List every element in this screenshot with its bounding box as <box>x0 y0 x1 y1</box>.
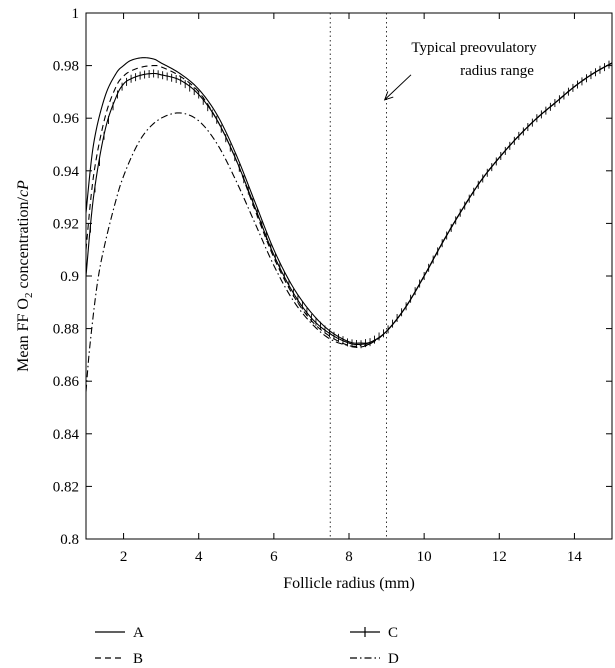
annotation-line-1: Typical preovulatory <box>411 40 537 56</box>
annotation-arrowhead <box>383 91 394 101</box>
y-tick-label: 0.84 <box>53 427 80 443</box>
x-tick-label: 4 <box>195 549 203 565</box>
y-tick-label: 0.9 <box>60 269 79 285</box>
y-tick-label: 0.88 <box>53 322 79 338</box>
legend-item-d: D <box>350 651 399 667</box>
series-c-line <box>86 62 612 346</box>
series-b-line <box>86 62 612 348</box>
reference-lines <box>329 13 387 539</box>
y-tick-label: 1 <box>72 6 80 22</box>
series-layer <box>86 57 612 392</box>
y-tick-label: 0.98 <box>53 59 79 75</box>
series-a-line <box>86 57 612 344</box>
legend-item-b: B <box>95 651 143 667</box>
x-tick-label: 12 <box>492 549 507 565</box>
annotation-arrow <box>384 74 412 101</box>
annotation: Typical preovulatory radius range <box>383 40 537 101</box>
y-axis-label: Mean FF O2 concentration/cP <box>15 180 35 372</box>
x-tick-label: 8 <box>345 549 353 565</box>
x-tick-label: 2 <box>120 549 128 565</box>
legend: A B C D <box>95 625 399 667</box>
x-tick-label: 14 <box>567 549 583 565</box>
legend-item-c: C <box>350 625 398 641</box>
annotation-line-2: radius range <box>460 63 534 79</box>
legend-item-a: A <box>95 625 144 641</box>
series-c-markers <box>86 60 610 349</box>
y-tick-label: 0.94 <box>53 164 80 180</box>
y-tick-label: 0.92 <box>53 216 79 232</box>
x-axis-label: Follicle radius (mm) <box>283 575 415 592</box>
y-tick-label: 0.8 <box>60 532 79 548</box>
y-tick-label: 0.86 <box>53 374 80 390</box>
axis-ticks: 2 4 6 8 10 12 14 0.8 0.82 0.84 0.86 0.88 0.9 0.92 0.94… <box>53 6 612 565</box>
legend-label-d: D <box>388 651 399 667</box>
legend-label-c: C <box>388 625 398 641</box>
y-tick-label: 0.96 <box>53 111 80 127</box>
plot-frame <box>85 12 613 540</box>
legend-label-a: A <box>133 625 144 641</box>
x-tick-label: 6 <box>270 549 278 565</box>
series-d-line <box>86 62 612 392</box>
x-tick-label: 10 <box>417 549 432 565</box>
legend-label-b: B <box>133 651 143 667</box>
y-tick-label: 0.82 <box>53 479 79 495</box>
